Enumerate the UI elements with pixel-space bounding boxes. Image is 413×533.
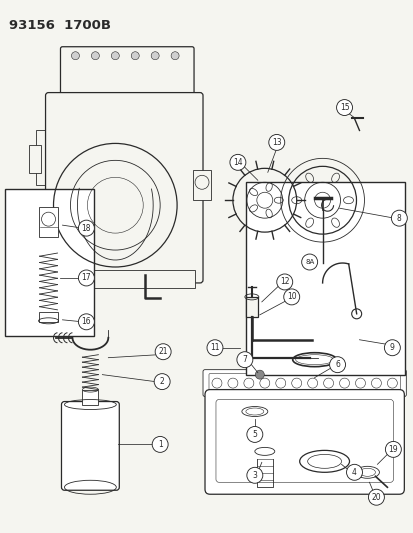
Circle shape xyxy=(229,155,245,171)
Circle shape xyxy=(151,52,159,60)
FancyBboxPatch shape xyxy=(209,374,399,393)
Circle shape xyxy=(246,426,262,442)
Text: 18: 18 xyxy=(81,224,91,232)
Bar xyxy=(245,297,257,317)
Text: 13: 13 xyxy=(271,138,281,147)
Text: 21: 21 xyxy=(158,347,168,356)
Bar xyxy=(246,182,404,375)
Circle shape xyxy=(301,254,317,270)
Text: 8: 8 xyxy=(396,214,401,223)
FancyBboxPatch shape xyxy=(202,370,405,397)
Circle shape xyxy=(255,370,263,379)
FancyBboxPatch shape xyxy=(62,401,119,490)
Bar xyxy=(192,171,211,200)
Circle shape xyxy=(155,344,171,360)
Circle shape xyxy=(368,489,384,505)
Circle shape xyxy=(346,464,362,480)
FancyBboxPatch shape xyxy=(60,47,194,106)
Circle shape xyxy=(154,374,170,390)
Text: 17: 17 xyxy=(81,273,91,282)
Text: 16: 16 xyxy=(81,317,91,326)
Circle shape xyxy=(276,274,292,290)
Text: 14: 14 xyxy=(233,158,242,167)
Circle shape xyxy=(131,52,139,60)
Bar xyxy=(82,390,98,405)
Text: 7: 7 xyxy=(242,355,247,364)
Text: 6: 6 xyxy=(334,360,339,369)
Circle shape xyxy=(206,340,223,356)
Circle shape xyxy=(283,289,299,305)
Text: 2: 2 xyxy=(159,377,164,386)
Bar xyxy=(5,189,93,336)
Text: 19: 19 xyxy=(388,445,397,454)
Text: 8A: 8A xyxy=(304,259,313,265)
Circle shape xyxy=(91,52,99,60)
Text: 1: 1 xyxy=(157,440,162,449)
Circle shape xyxy=(329,357,345,373)
FancyBboxPatch shape xyxy=(216,400,392,482)
FancyBboxPatch shape xyxy=(204,390,404,494)
Circle shape xyxy=(236,352,252,368)
Circle shape xyxy=(246,467,262,483)
Text: 9: 9 xyxy=(389,343,394,352)
Text: 10: 10 xyxy=(286,293,296,301)
Bar xyxy=(36,131,67,185)
Circle shape xyxy=(384,340,399,356)
Bar xyxy=(38,312,58,322)
Circle shape xyxy=(171,52,179,60)
Circle shape xyxy=(78,314,94,330)
Bar xyxy=(55,270,195,288)
Text: 15: 15 xyxy=(339,103,349,112)
Circle shape xyxy=(390,210,406,226)
Bar xyxy=(28,146,40,173)
Circle shape xyxy=(78,220,94,236)
Text: 4: 4 xyxy=(351,468,356,477)
Bar xyxy=(38,207,58,237)
Circle shape xyxy=(78,270,94,286)
Circle shape xyxy=(268,134,284,150)
Circle shape xyxy=(385,441,400,457)
Text: 20: 20 xyxy=(371,492,380,502)
Text: 11: 11 xyxy=(210,343,219,352)
Text: 5: 5 xyxy=(252,430,256,439)
Text: 12: 12 xyxy=(279,278,289,286)
Circle shape xyxy=(152,437,168,453)
Text: 3: 3 xyxy=(252,471,256,480)
Text: 93156  1700B: 93156 1700B xyxy=(9,19,110,32)
Circle shape xyxy=(336,100,351,116)
Circle shape xyxy=(71,52,79,60)
FancyBboxPatch shape xyxy=(45,93,202,283)
Circle shape xyxy=(111,52,119,60)
